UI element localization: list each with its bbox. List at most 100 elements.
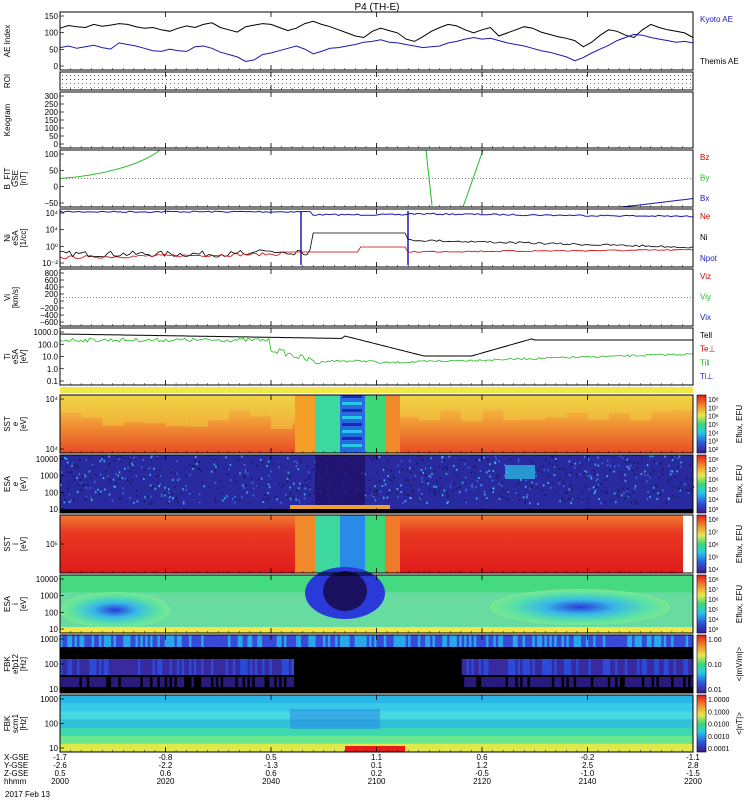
fbk-e-col [561,635,565,647]
roi-dot [414,75,415,76]
fbk-e-col [500,677,504,687]
legend-entry: By [700,174,709,183]
esa-e-pixel [483,456,485,459]
colorbar-tick-label: 10³ [708,627,719,634]
fbk-e-col [191,635,195,647]
esa-e-pixel [365,457,367,460]
fbk-e-col [671,635,674,647]
y-tick-label: 150 [45,116,59,125]
roi-dot [242,83,243,84]
roi-dot [454,87,455,88]
roi-dot [634,79,635,80]
fbk-e-col [488,677,492,687]
esa-e-pixel [635,502,637,505]
esa-e-pixel [574,462,577,465]
esa-e-pixel [490,489,493,492]
y-tick-label: 50 [49,132,58,141]
esa-e-pixel [154,487,157,490]
esa-e-pixel [297,468,300,471]
esa-e-pixel [208,485,211,488]
x-row-value: 2140 [579,777,597,786]
fbk-e-col [422,635,426,647]
roi-dot [418,79,419,80]
esa-e-pixel [309,493,311,496]
esa-e-pixel [595,479,597,482]
esa-e-pixel [569,474,571,476]
fbk-e-col [108,677,112,687]
fbk-e-col [493,677,497,687]
roi-dot [434,87,435,88]
esa-e-pixel [260,477,263,480]
roi-dot [214,83,215,84]
roi-dot [530,83,531,84]
fbk-e-col [675,659,679,675]
fbk-e-col [259,635,263,647]
esa-e-pixel [604,478,607,481]
fbk-e-col [478,677,482,687]
roi-dot [438,79,439,80]
roi-dot [538,87,539,88]
roi-dot [306,87,307,88]
roi-dot [258,83,259,84]
esa-e-pixel [479,470,482,472]
fbk-e-col [612,659,616,675]
fbk-e-col [439,635,443,647]
panel-esa-e [60,455,695,513]
esa-e-pixel [659,494,661,497]
esa-e-pixel [392,474,394,477]
roi-dot [214,75,215,76]
esa-e-pixel [581,489,583,492]
esa-e-pixel [608,468,611,471]
colorbar-tick-label: 10⁵ [708,422,719,429]
x-row-value: -2.6 [53,761,67,770]
esa-e-pixel [65,458,68,460]
fbk-e-col [174,677,178,687]
roi-dot [646,87,647,88]
y-axis-label: SST [3,536,12,552]
fbk-e-col [135,635,139,647]
fbk-e-col [595,659,599,675]
fbk-e-col [308,635,312,647]
roi-dot [178,79,179,80]
fbk-e-col [507,635,511,647]
fbk-e-col [556,635,560,647]
fbk-e-col [94,677,97,687]
esa-e-pixel [661,461,663,464]
colorbar-tick-label: 10³ [708,439,719,446]
fbk-e-col [425,635,428,647]
fbk-e-col [247,635,251,647]
fbk-e-col [544,635,548,647]
esa-e-pixel [443,489,445,492]
fbk-e-col [150,677,153,687]
fbk-e-col [237,659,241,675]
esa-e-pixel [637,461,640,464]
legend-entry: Tell [700,331,712,340]
esa-e-pixel [229,463,232,466]
roi-dot [142,79,143,80]
fbk-e-col [641,635,645,647]
roi-dot [514,87,515,88]
sst-i-block [365,515,385,573]
esa-e-pixel [375,481,377,484]
esa-e-pixel [251,461,253,464]
fbk-e-col [442,635,445,647]
esa-e-pixel [613,470,615,473]
fbk-e-col [81,635,85,647]
esa-e-pixel [633,473,636,475]
roi-dot [78,79,79,80]
roi-dot [366,87,367,88]
esa-e-pixel [406,468,409,471]
roi-dot [290,83,291,84]
sst-e-column [249,395,272,417]
fbk-e-col [154,635,158,647]
fbk-e-col [84,677,88,687]
fbk-e-col [544,659,548,675]
esa-e-pixel [239,472,241,475]
esa-e-pixel [289,486,291,489]
fbk-e-col [658,659,662,675]
fbk-e-col [184,659,187,675]
x-row-value: 2120 [473,777,491,786]
fbk-e-col [128,659,131,675]
fbk-e-col [690,677,694,687]
roi-dot [70,75,71,76]
